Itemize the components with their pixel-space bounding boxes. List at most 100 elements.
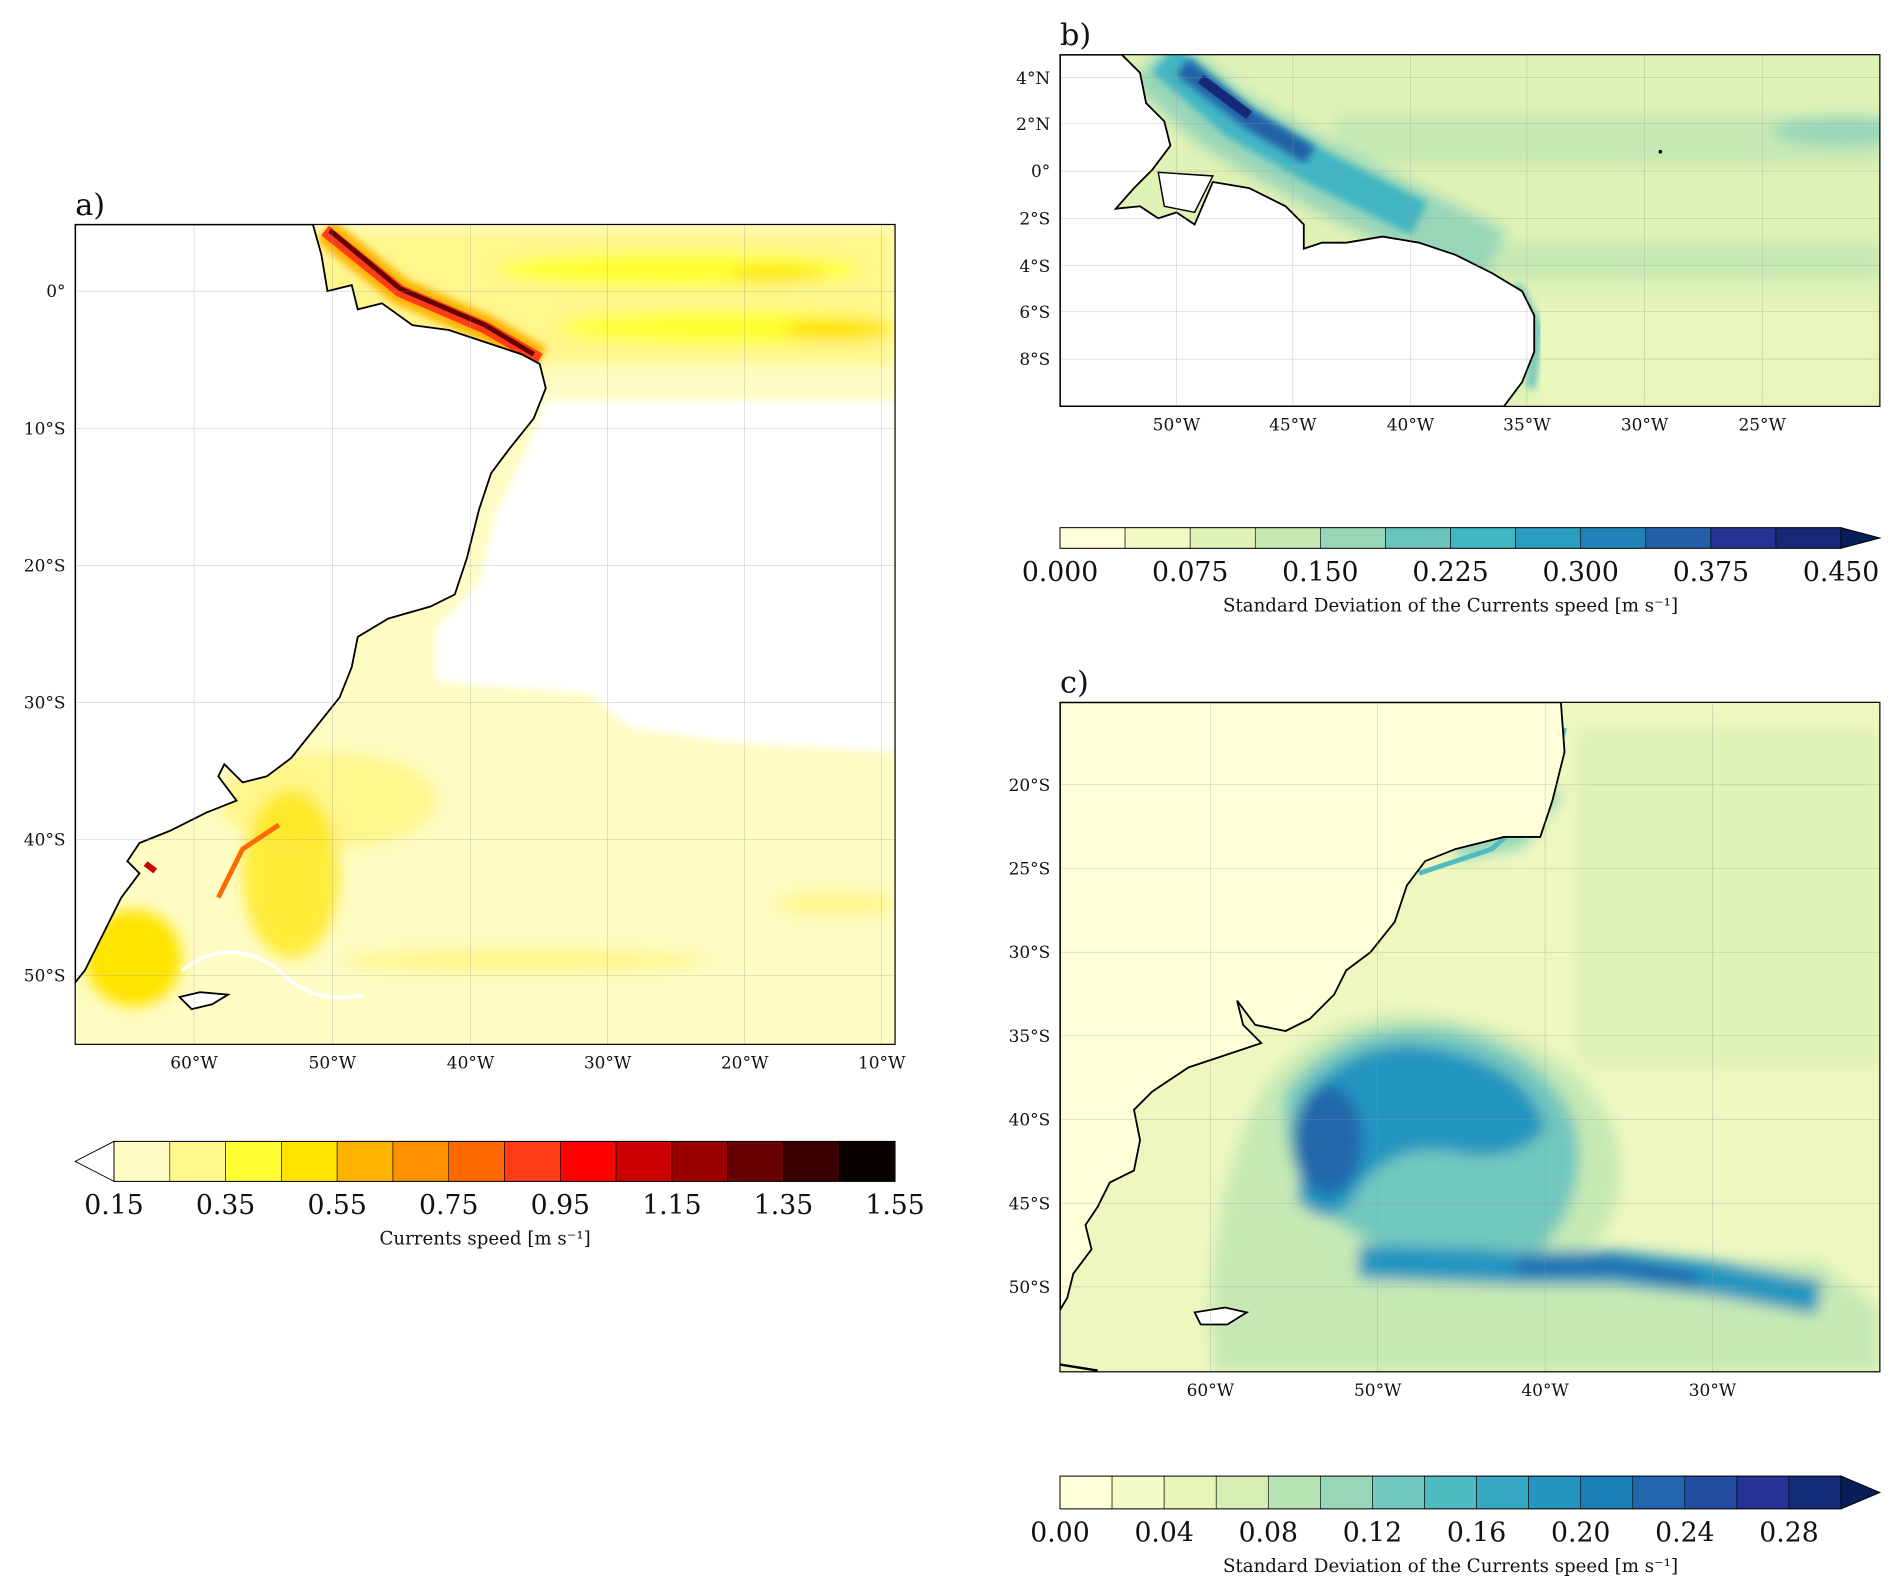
colorbar-segment xyxy=(1775,527,1842,549)
colorbar-tick-label: 0.000 xyxy=(1022,557,1098,588)
y-tick-label: 8°S xyxy=(1019,350,1050,370)
colorbar-segment xyxy=(336,1141,394,1182)
colorbar-tick-label: 1.55 xyxy=(865,1190,924,1221)
colorbar-segment xyxy=(281,1141,338,1182)
colorbar-segment xyxy=(1267,1475,1321,1510)
x-tick-label: 10°W xyxy=(858,1054,906,1074)
colorbar-segment xyxy=(225,1141,282,1182)
y-tick-label: 40°S xyxy=(24,830,66,850)
x-tick-label: 25°W xyxy=(1738,416,1786,436)
colorbar-tick-label: 0.150 xyxy=(1282,557,1358,588)
colorbar-segment xyxy=(1163,1475,1217,1510)
colorbar-segment xyxy=(783,1141,840,1182)
colorbar-tick-label: 0.375 xyxy=(1673,557,1749,588)
colorbar-segment xyxy=(615,1141,673,1182)
x-tick-label: 30°W xyxy=(584,1054,632,1074)
map-c xyxy=(1060,702,1880,1372)
colorbar-segment xyxy=(1528,1475,1582,1510)
y-tick-label: 0° xyxy=(46,282,65,302)
colorbar-segment xyxy=(113,1141,171,1182)
colorbar-title: Standard Deviation of the Currents speed… xyxy=(1223,1556,1678,1577)
colorbar-segment xyxy=(1059,1475,1113,1510)
map-frame xyxy=(74,223,896,1045)
colorbar-frame xyxy=(1059,527,1842,549)
colorbar-segment xyxy=(1254,527,1321,549)
colorbar-tick-label: 0.225 xyxy=(1412,557,1488,588)
x-tick-label: 40°W xyxy=(1387,416,1435,436)
map-b xyxy=(1060,54,1880,407)
y-tick-label: 4°S xyxy=(1019,257,1050,277)
map-frame xyxy=(1059,701,1881,1373)
colorbar-segment xyxy=(1124,527,1191,549)
colorbar-segment xyxy=(1385,527,1451,549)
colorbar-tick-label: 0.15 xyxy=(84,1190,143,1221)
x-tick-label: 60°W xyxy=(1187,1381,1235,1401)
colorbar-segment xyxy=(1632,1475,1686,1510)
y-tick-label: 50°S xyxy=(24,966,66,986)
colorbar-tick-label: 0.04 xyxy=(1134,1518,1193,1549)
colorbar-segment xyxy=(838,1141,896,1182)
colorbar-segment xyxy=(1215,1475,1269,1510)
colorbar-tick-label: 0.95 xyxy=(531,1190,590,1221)
colorbar-tick-label: 0.450 xyxy=(1803,557,1879,588)
x-tick-label: 30°W xyxy=(1621,416,1669,436)
y-tick-label: 40°S xyxy=(1009,1111,1051,1131)
y-tick-label: 35°S xyxy=(1009,1027,1051,1047)
colorbar-segment xyxy=(1320,527,1386,549)
colorbar-segment xyxy=(1580,527,1647,549)
y-tick-label: 4°N xyxy=(1016,69,1050,89)
colorbar-segment xyxy=(1476,1475,1529,1510)
map-a xyxy=(75,224,896,1045)
colorbar-segment xyxy=(1059,527,1126,549)
colorbar-tick-label: 0.12 xyxy=(1343,1518,1402,1549)
x-tick-label: 45°W xyxy=(1269,416,1317,436)
y-tick-label: 25°S xyxy=(1009,860,1051,880)
map-frame xyxy=(1059,54,1881,408)
y-tick-label: 30°S xyxy=(24,693,66,713)
x-tick-label: 50°W xyxy=(309,1054,357,1074)
colorbar-extension xyxy=(74,1140,115,1183)
colorbar-segment xyxy=(1684,1475,1738,1510)
colorbar-frame xyxy=(113,1140,896,1182)
colorbar-tick-label: 0.300 xyxy=(1543,557,1619,588)
colorbar-title: Currents speed [m s⁻¹] xyxy=(379,1228,590,1249)
y-tick-label: 45°S xyxy=(1009,1194,1051,1214)
colorbar-tick-label: 0.75 xyxy=(419,1190,478,1221)
y-tick-label: 20°S xyxy=(24,556,66,576)
x-tick-label: 30°W xyxy=(1689,1381,1737,1401)
x-tick-label: 35°W xyxy=(1503,416,1551,436)
colorbar-tick-label: 1.35 xyxy=(754,1190,813,1221)
colorbar-tick-label: 0.08 xyxy=(1239,1518,1298,1549)
colorbar-segment xyxy=(1424,1475,1477,1510)
colorbar-tick-label: 1.15 xyxy=(642,1190,701,1221)
x-tick-label: 40°W xyxy=(1521,1381,1569,1401)
y-tick-label: 2°S xyxy=(1019,209,1050,229)
colorbar-segment xyxy=(1450,527,1516,549)
panel-label: a) xyxy=(75,188,105,223)
colorbar-segment xyxy=(1788,1475,1842,1510)
colorbar-tick-label: 0.00 xyxy=(1030,1518,1089,1549)
colorbar-segment xyxy=(1710,527,1777,549)
colorbar-segment xyxy=(1515,527,1582,549)
colorbar-segment xyxy=(1645,527,1712,549)
panel-label: b) xyxy=(1060,18,1091,53)
colorbar-segment xyxy=(671,1141,728,1182)
colorbar-tick-label: 0.20 xyxy=(1551,1518,1610,1549)
x-tick-label: 50°W xyxy=(1354,1381,1402,1401)
colorbar-segment xyxy=(392,1141,450,1182)
colorbar-segment xyxy=(1189,527,1256,549)
panel-label: c) xyxy=(1060,666,1089,701)
y-tick-label: 30°S xyxy=(1009,943,1051,963)
y-tick-label: 20°S xyxy=(1009,776,1051,796)
colorbar-tick-label: 0.35 xyxy=(196,1190,255,1221)
colorbar-tick-label: 0.28 xyxy=(1759,1518,1818,1549)
colorbar-tick-label: 0.16 xyxy=(1447,1518,1506,1549)
y-tick-label: 0° xyxy=(1031,162,1050,182)
colorbar-frame xyxy=(1059,1475,1842,1510)
x-tick-label: 60°W xyxy=(170,1054,218,1074)
colorbar-extension xyxy=(1840,527,1882,549)
colorbar-segment xyxy=(1320,1475,1373,1510)
x-tick-label: 40°W xyxy=(447,1054,495,1074)
